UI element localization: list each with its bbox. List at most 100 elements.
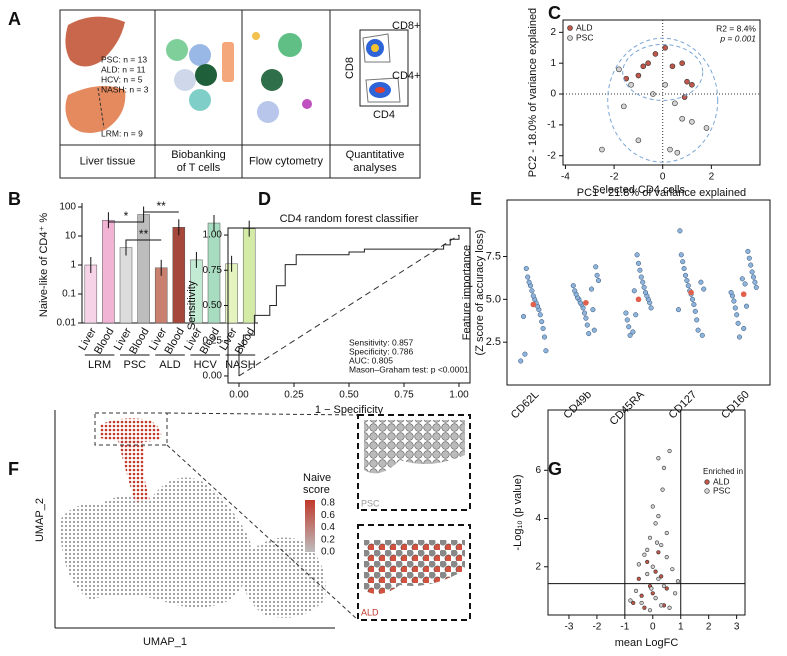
y-tick-label: 2 [535, 561, 541, 572]
point [623, 310, 629, 316]
y-axis-label: PC2 - 18.0% of variance explained [527, 8, 539, 177]
point [650, 504, 655, 509]
point [633, 588, 639, 593]
point [675, 579, 681, 584]
panel-a-frame [59, 9, 421, 179]
legend-swatch [567, 25, 573, 31]
significance: * [124, 209, 129, 223]
umap-cloud [60, 477, 251, 608]
bar [242, 228, 256, 324]
y-tick-label: -2 [547, 150, 556, 161]
gate-label: CD4+ [392, 70, 420, 82]
point [670, 567, 675, 572]
point [695, 327, 701, 333]
legend-tick-label: 0.0 [321, 547, 335, 558]
annotation: AUC: 0.805 [349, 355, 393, 365]
legend-title: Naive [303, 472, 331, 484]
point [593, 264, 599, 270]
y-tick-label: 100 [59, 202, 76, 213]
umap-cloud [240, 537, 326, 618]
legend-tick-label: 0.8 [321, 498, 335, 509]
step-label: Quantitative [346, 149, 405, 161]
plot-frame [547, 409, 746, 616]
point [679, 60, 685, 66]
bar [172, 227, 186, 324]
cell-icon [174, 69, 196, 91]
x-axis-label: 1 − Specificity [315, 404, 384, 416]
x-tick-label: -2 [610, 172, 619, 183]
cell-icon [257, 101, 279, 123]
point [681, 265, 687, 272]
point [741, 325, 747, 332]
point [684, 78, 690, 85]
x-axis-label: PC1 - 21.8% of variance explained [577, 187, 746, 199]
point [599, 146, 605, 153]
liver-icon [65, 16, 125, 67]
group-label: PSC [123, 359, 146, 371]
point [650, 564, 655, 569]
step-label: Flow cytometry [249, 155, 323, 167]
colorbar [305, 500, 315, 552]
x-tick-label: -4 [561, 172, 570, 183]
inset-cells [364, 540, 465, 594]
step-label: of T cells [177, 162, 221, 174]
point [630, 329, 636, 335]
median [740, 291, 747, 298]
point [691, 301, 697, 308]
legend-swatch [704, 479, 710, 485]
point [635, 260, 642, 266]
point [584, 322, 590, 328]
point [649, 586, 654, 591]
cell-icon [278, 33, 302, 57]
y-tick-label: 7.5 [486, 250, 501, 262]
point [674, 149, 681, 156]
cell-icon [261, 69, 283, 91]
gate-label: CD8+ [392, 20, 420, 32]
median [635, 296, 642, 303]
gate [362, 33, 391, 63]
group-count: HCV: n = 5 [101, 74, 143, 84]
x-tick-label: 2 [706, 622, 712, 633]
point [635, 137, 642, 144]
point [734, 312, 740, 318]
flow-population [375, 87, 385, 93]
cell-icon [166, 39, 188, 61]
point [735, 320, 741, 326]
point [529, 288, 535, 294]
point [645, 571, 650, 577]
x-tick-label: CD62L [509, 389, 542, 422]
point [626, 324, 632, 330]
point [656, 550, 661, 555]
legend-label: ALD [576, 22, 593, 32]
group-count: ALD: n = 11 [101, 64, 146, 74]
point [628, 598, 633, 603]
group-label: HCV [194, 359, 218, 371]
point [731, 298, 737, 304]
cell-icon [189, 44, 211, 66]
point [750, 274, 757, 280]
point [659, 542, 664, 548]
group-count: LRM: n = 9 [101, 128, 143, 138]
group-label: ALD [159, 359, 180, 371]
point [520, 313, 527, 320]
point [656, 456, 661, 461]
point [518, 358, 524, 364]
point [624, 317, 630, 323]
reference-line [238, 234, 460, 377]
y-tick-label: 10 [65, 231, 77, 242]
point [583, 315, 589, 321]
point [662, 81, 668, 88]
antibody-icon [302, 99, 312, 109]
antibody-icon [252, 32, 260, 40]
point [689, 296, 696, 302]
step-label: Biobanking [171, 149, 225, 161]
zoom-line [166, 444, 359, 621]
point [647, 535, 653, 540]
point [743, 303, 750, 309]
point [656, 576, 661, 581]
y-tick-label: 1 [550, 58, 556, 69]
point [642, 289, 649, 296]
annotation: Specificity: 0.786 [349, 346, 414, 356]
point [680, 259, 686, 265]
